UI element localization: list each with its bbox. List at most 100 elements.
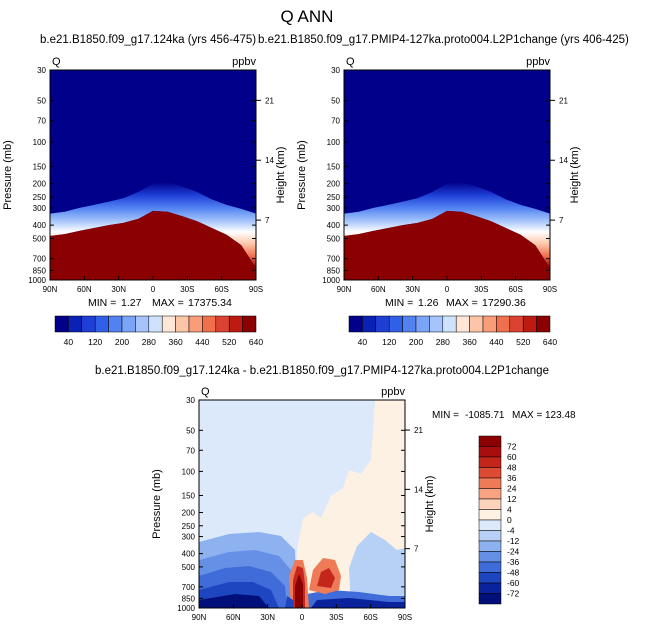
panel-3-ytick-label: 250 <box>182 522 196 531</box>
panel-2-colorbar-swatch <box>469 315 484 333</box>
panel-1-moist-area <box>50 210 256 280</box>
panel-1-ytick-label: 250 <box>33 193 47 202</box>
panel-1-latitude-axis: 90N 60N 30N 0 30S 60S 90S <box>43 276 263 294</box>
panel-1-colorbar-swatch <box>175 315 190 333</box>
panel-2-latitude-axis: 90N 60N 30N 0 30S 60S 90S <box>337 276 557 294</box>
panel-1-ytick-label: 500 <box>33 234 47 243</box>
panel-3-xtick-label: 90N <box>192 613 207 622</box>
panel-2-ytick-label: 250 <box>327 193 341 202</box>
panel-3-xtick-label: 0 <box>300 613 305 622</box>
panel-1-colorbar-swatch <box>242 315 257 333</box>
panel-2-colorbar-swatch <box>362 315 377 333</box>
panel-2-colorbar-swatch <box>388 315 403 333</box>
panel-3-colorbar-label: 4 <box>507 505 512 515</box>
panel-2-colorbar-label: 120 <box>382 337 396 347</box>
panel-2-colorbar-label: 360 <box>463 337 477 347</box>
panel-3-colorbar-label: 60 <box>507 452 517 462</box>
panel-1-ytick-label: 50 <box>37 97 46 106</box>
panel-2-height-axis: 21 14 7 <box>550 96 568 225</box>
panel-2-height-tick-label: 14 <box>559 156 568 165</box>
panel-2-variable-label: Q <box>346 56 355 68</box>
panel-1-ylabel: Pressure (mb) <box>2 140 14 210</box>
panel-3-colorbar-swatch <box>478 519 502 531</box>
panel-3-max-value: 123.48 <box>545 410 576 421</box>
panel-3-colorbar-swatch <box>478 509 502 521</box>
panel-1-colorbar-label: 120 <box>88 337 102 347</box>
panel-1-colorbar-label: 280 <box>142 337 156 347</box>
panel-1-colorbar-label: 200 <box>115 337 129 347</box>
panel-1-height-tick-label: 21 <box>265 96 274 105</box>
panel-3-height-tick-label: 7 <box>414 545 419 554</box>
panel-3-colorbar-swatch <box>478 498 502 510</box>
panel-2-colorbar-label: 520 <box>516 337 530 347</box>
panel-2-ytick-label: 50 <box>331 97 340 106</box>
panel-3-max-label: MAX = <box>512 410 542 421</box>
panel-2-ytick-label: 70 <box>331 117 340 126</box>
panel-2-xtick-label: 60S <box>509 285 523 294</box>
panel-3-equator-negative-patch <box>285 596 293 608</box>
panel-1-colorbar-label: 40 <box>64 337 74 347</box>
panel-2-ytick-label: 300 <box>327 204 341 213</box>
panel-3-colorbar-swatch <box>478 561 502 573</box>
panel-1-colorbar-swatch <box>121 315 136 333</box>
panel-1-height-axis: 21 14 7 <box>256 96 274 225</box>
panel-3-height-tick-label: 14 <box>414 485 423 494</box>
panel-1-title: b.e21.B1850.f09_g17.124ka (yrs 456-475) <box>40 34 256 46</box>
panel-2-colorbar-label: 280 <box>436 337 450 347</box>
panel-2-colorbar-swatch <box>442 315 457 333</box>
panel-2-xtick-label: 90N <box>337 285 352 294</box>
panel-3-ytick-label: 1000 <box>177 604 195 613</box>
panel-1-colorbar-swatch <box>188 315 203 333</box>
panel-2-colorbar-swatch <box>522 315 537 333</box>
panel-3-colorbar-swatch <box>478 467 502 479</box>
panel-1-max-label: MAX = <box>152 297 184 309</box>
panel-3-south-negative-patch <box>349 532 405 608</box>
panel-2-ytick-label: 200 <box>327 180 341 189</box>
panel-1-xtick-label: 90N <box>43 285 58 294</box>
panel-3-colorbar-swatch <box>478 593 502 605</box>
panel-3-ytick-label: 70 <box>186 446 195 455</box>
panel-1-colorbar-swatch <box>228 315 243 333</box>
panel-2-height-tick-label: 7 <box>559 216 564 225</box>
panel-2-xtick-label: 90S <box>543 285 557 294</box>
panel-3-latitude-axis: 90N 60N 30N 0 30S 60S 90S <box>192 604 412 622</box>
panel-1-colorbar-swatch <box>148 315 163 333</box>
panel-2-colorbar-swatch <box>348 315 363 333</box>
panel-1-plot-area <box>50 70 256 280</box>
panel-3-colorbar-swatch <box>478 477 502 489</box>
panel-1-xtick-label: 30N <box>111 285 126 294</box>
panel-3-ylabel-right: Height (km) <box>424 476 436 533</box>
panel-2-min-label: MIN = <box>385 297 413 309</box>
panel-1-units-label: ppbv <box>232 56 256 68</box>
panel-1-ytick-label: 700 <box>33 255 47 264</box>
panel-3-colorbar-swatch <box>478 446 502 458</box>
panel-1-colorbar-swatch <box>202 315 217 333</box>
panel-2-title: b.e21.B1850.f09_g17.PMIP4-127ka.proto004… <box>258 34 629 46</box>
panel-3-ytick-label: 150 <box>182 491 196 500</box>
panel-3-colorbar-label: 0 <box>507 515 512 525</box>
panel-1-ytick-label: 70 <box>37 117 46 126</box>
panel-1-ytick-label: 400 <box>33 221 47 230</box>
panel-2-colorbar-swatch <box>429 315 444 333</box>
panel-3-ytick-label: 30 <box>186 396 195 405</box>
panel-3-colorbar-label: 12 <box>507 494 517 504</box>
panel-3-colorbar-label: 24 <box>507 484 517 494</box>
panel-2-min-value: 1.26 <box>418 297 439 309</box>
panel-2-colorbar-swatch <box>496 315 511 333</box>
panel-124ka: b.e21.B1850.f09_g17.124ka (yrs 456-475) … <box>2 34 287 347</box>
panel-2-ylabel: Pressure (mb) <box>296 140 308 210</box>
panel-2-colorbar-label: 40 <box>358 337 368 347</box>
panel-2-moist-area <box>344 210 550 280</box>
panel-1-colorbar-label: 360 <box>169 337 183 347</box>
panel-3-xtick-label: 90S <box>398 613 412 622</box>
panel-127ka: b.e21.B1850.f09_g17.PMIP4-127ka.proto004… <box>258 34 629 347</box>
panel-3-colorbar-swatch <box>478 530 502 542</box>
panel-2-tropopause-band <box>344 182 550 269</box>
panel-1-ytick-label: 30 <box>37 66 46 75</box>
panel-2-ytick-label: 30 <box>331 66 340 75</box>
panel-3-xtick-label: 30N <box>260 613 275 622</box>
panel-3-min-value: -1085.71 <box>465 410 505 421</box>
panel-3-equator-positive-core <box>295 574 303 608</box>
panel-2-colorbar-label: 440 <box>489 337 503 347</box>
